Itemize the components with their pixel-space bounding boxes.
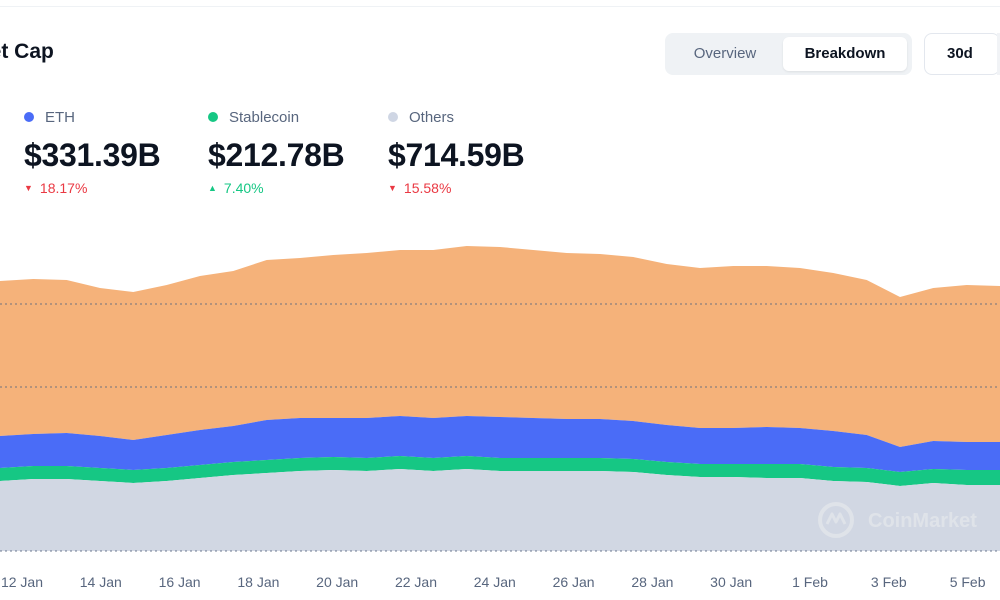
others-legend-dot: [388, 112, 398, 122]
range-button-edge: [997, 33, 1000, 75]
stat-name-eth: ETH: [45, 109, 75, 126]
stat-change-eth: 18.17%: [39, 180, 88, 196]
x-tick-label: 1 Feb: [792, 574, 828, 590]
stat-name-others: Others: [409, 109, 455, 126]
tab-overview[interactable]: Overview: [693, 45, 757, 62]
time-range-button[interactable]: 30d: [924, 33, 1000, 75]
stat-eth: ETH $331.39B ▼ 18.17%: [24, 108, 161, 196]
stat-name-stablecoin: Stablecoin: [229, 109, 300, 126]
view-toggle: Overview Breakdown: [665, 33, 912, 75]
stablecoin-legend-dot: [208, 112, 218, 122]
stat-stablecoin: Stablecoin $212.78B ▲ 7.40%: [208, 108, 345, 196]
top-divider: [0, 6, 1000, 7]
stat-change-others: 15.58%: [403, 180, 452, 196]
x-tick-label: 14 Jan: [80, 574, 122, 590]
x-tick-label: 18 Jan: [237, 574, 279, 590]
watermark: CoinMarket: [816, 500, 1000, 540]
watermark-text: CoinMarket: [868, 510, 977, 532]
tab-breakdown[interactable]: Breakdown: [783, 37, 907, 71]
x-tick-label: 24 Jan: [474, 574, 516, 590]
up-arrow-icon: ▲: [208, 183, 217, 193]
stat-value-stablecoin: $212.78B: [208, 137, 345, 173]
x-tick-label: 20 Jan: [316, 574, 358, 590]
area-series-3: [0, 246, 1000, 447]
down-arrow-icon: ▼: [388, 183, 397, 193]
stat-change-stablecoin: 7.40%: [223, 180, 264, 196]
x-tick-label: 26 Jan: [553, 574, 595, 590]
stat-others: Others $714.59B ▼ 15.58%: [388, 108, 525, 196]
x-tick-label: 5 Feb: [950, 574, 986, 590]
page-title: ket Cap: [0, 40, 54, 63]
down-arrow-icon: ▼: [24, 183, 33, 193]
x-tick-label: 22 Jan: [395, 574, 437, 590]
area-series-0: [0, 469, 1000, 551]
area-series-2: [0, 416, 1000, 472]
x-tick-label: 3 Feb: [871, 574, 907, 590]
stat-value-others: $714.59B: [388, 137, 525, 173]
coinmarketcap-logo-icon: [818, 502, 854, 538]
eth-legend-dot: [24, 112, 34, 122]
x-tick-label: 28 Jan: [631, 574, 673, 590]
market-cap-breakdown-chart: 12 Jan 14 Jan 16 Jan 18 Jan 20 Jan 22 Jan 24 J…: [0, 246, 1000, 590]
x-tick-label: 16 Jan: [159, 574, 201, 590]
x-tick-label: 12 Jan: [1, 574, 43, 590]
x-tick-label: 30 Jan: [710, 574, 752, 590]
stat-value-eth: $331.39B: [24, 137, 161, 173]
